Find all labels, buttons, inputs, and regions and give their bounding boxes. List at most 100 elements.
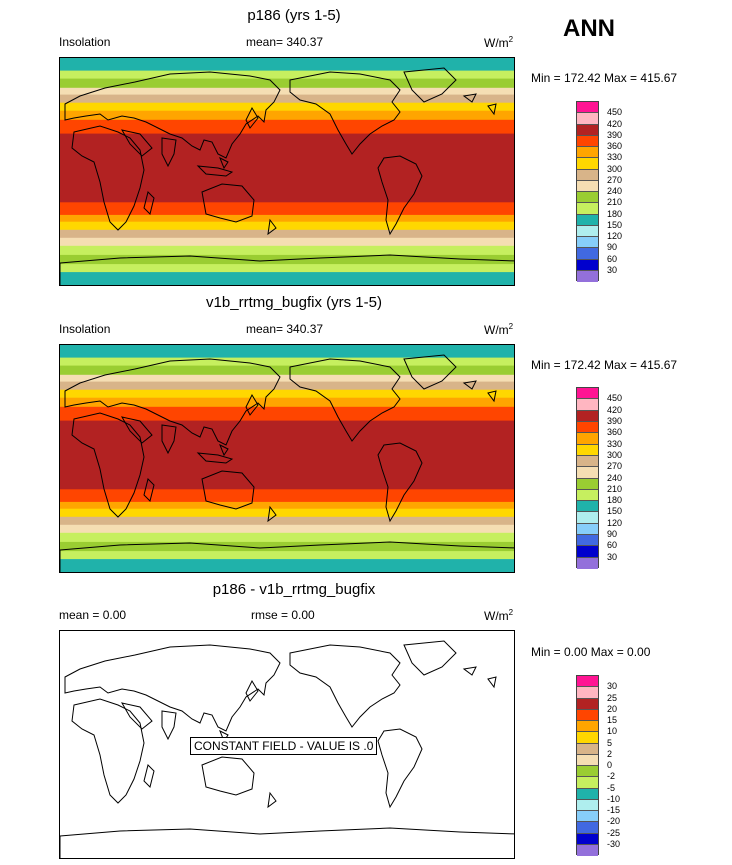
colorbar-swatch (577, 214, 598, 226)
colorbar-swatch (577, 433, 598, 445)
colorbar-swatch (577, 754, 598, 766)
panel1-colorbar (576, 101, 599, 282)
panel3-minmax: Min = 0.00 Max = 0.00 (531, 645, 651, 659)
coastline (245, 106, 259, 129)
colorbar-tick-label: 300 (607, 449, 623, 460)
colorbar-swatch (577, 388, 598, 400)
coastline (196, 452, 234, 464)
colorbar-tick-label: 90 (607, 529, 618, 540)
coastline (267, 791, 277, 809)
colorbar-tick-label: 0 (607, 760, 613, 770)
colorbar-tick-label: -30 (607, 838, 621, 849)
coastline (462, 380, 477, 390)
colorbar-swatch (577, 455, 598, 468)
colorbar-swatch (577, 844, 598, 856)
colorbar-swatch (577, 743, 598, 755)
colorbar-tick-label: 210 (607, 197, 623, 208)
coastline (487, 676, 497, 689)
contour-band (60, 264, 514, 273)
coastline (377, 442, 423, 523)
colorbar-tick-label: 10 (607, 726, 618, 737)
colorbar-tick-label: 450 (607, 393, 623, 404)
colorbar-tick-label: 2 (607, 748, 613, 759)
coastline (267, 218, 277, 236)
colorbar-swatch (577, 523, 598, 536)
panel3-mean-label: mean = 0.00 (59, 608, 127, 622)
panel1-title: p186 (yrs 1-5) (247, 7, 341, 24)
contour-band (60, 202, 514, 216)
colorbar-tick-label: 240 (607, 472, 623, 483)
colorbar-tick-label: 20 (607, 703, 618, 714)
panel2-variable-label: Insolation (59, 322, 111, 336)
contour-band (60, 102, 514, 112)
colorbar-tick-label: 240 (607, 186, 623, 196)
colorbar-swatch (577, 399, 598, 411)
colorbar-tick-label: 360 (607, 141, 623, 151)
panel1-variable-label: Insolation (59, 35, 111, 49)
panel3-units: W/m2 (484, 608, 514, 623)
coastline (196, 165, 234, 177)
contour-band (60, 489, 514, 503)
contour-band (60, 237, 514, 247)
coastline (121, 416, 153, 444)
coastline (64, 358, 281, 446)
coastline (403, 67, 457, 103)
coastline (403, 640, 457, 676)
constant-field-label: CONSTANT FIELD - VALUE IS .0 (190, 737, 378, 755)
colorbar-tick-label: 60 (607, 540, 618, 551)
colorbar-swatch (577, 259, 598, 271)
colorbar-tick-label: 420 (607, 118, 623, 129)
coastline (60, 254, 514, 285)
colorbar-swatch (577, 270, 598, 282)
colorbar-tick-label: 390 (607, 415, 623, 426)
colorbar-swatch (577, 248, 598, 260)
coastline (60, 827, 514, 858)
contour-band (60, 559, 514, 572)
coastline (201, 470, 255, 510)
contour-band (60, 374, 514, 383)
contour-band (60, 221, 514, 231)
panel2-title: v1b_rrtmg_bugfix (yrs 1-5) (206, 294, 382, 311)
coastline (289, 644, 401, 728)
colorbar-tick-label: -2 (607, 771, 616, 782)
panel2-map (59, 344, 515, 573)
colorbar-swatch (577, 158, 598, 170)
colorbar-swatch (577, 557, 598, 569)
colorbar-swatch (577, 124, 598, 136)
contour-band (60, 381, 514, 391)
coastline (121, 702, 153, 730)
colorbar-tick-label: 300 (607, 163, 623, 174)
colorbar-swatch (577, 676, 598, 688)
colorbar-swatch (577, 788, 598, 800)
panel1-coastlines (60, 67, 514, 285)
contour-band (60, 406, 514, 421)
panel3-colorbar (576, 675, 599, 856)
panel2-mean-label: mean= 340.37 (246, 322, 324, 336)
colorbar-swatch (577, 546, 598, 558)
colorbar-tick-label: 30 (607, 681, 618, 692)
colorbar-swatch (577, 102, 598, 114)
panel2-coastlines (60, 354, 514, 572)
coastline (377, 728, 423, 809)
colorbar-tick-label: 330 (607, 152, 623, 163)
colorbar-tick-label: 25 (607, 692, 618, 703)
colorbar-swatch (577, 444, 598, 456)
colorbar-tick-label: 180 (607, 495, 623, 506)
coastline (143, 478, 155, 502)
coastline (143, 191, 155, 215)
coastline (377, 155, 423, 236)
coastline (64, 644, 281, 732)
panel2-contour-bands (60, 345, 514, 572)
colorbar-tick-label: 150 (607, 219, 623, 230)
coastline (267, 505, 277, 523)
colorbar-swatch (577, 478, 598, 490)
contour-band (60, 365, 514, 376)
colorbar-swatch (577, 489, 598, 502)
colorbar-swatch (577, 833, 598, 845)
coastline (71, 698, 145, 804)
panel3-title: p186 - v1b_rrtmg_bugfix (212, 581, 376, 598)
colorbar-tick-label: -15 (607, 805, 621, 815)
contour-band (60, 119, 514, 134)
contour-band (60, 58, 514, 72)
panel1-mean-label: mean= 340.37 (246, 35, 324, 49)
